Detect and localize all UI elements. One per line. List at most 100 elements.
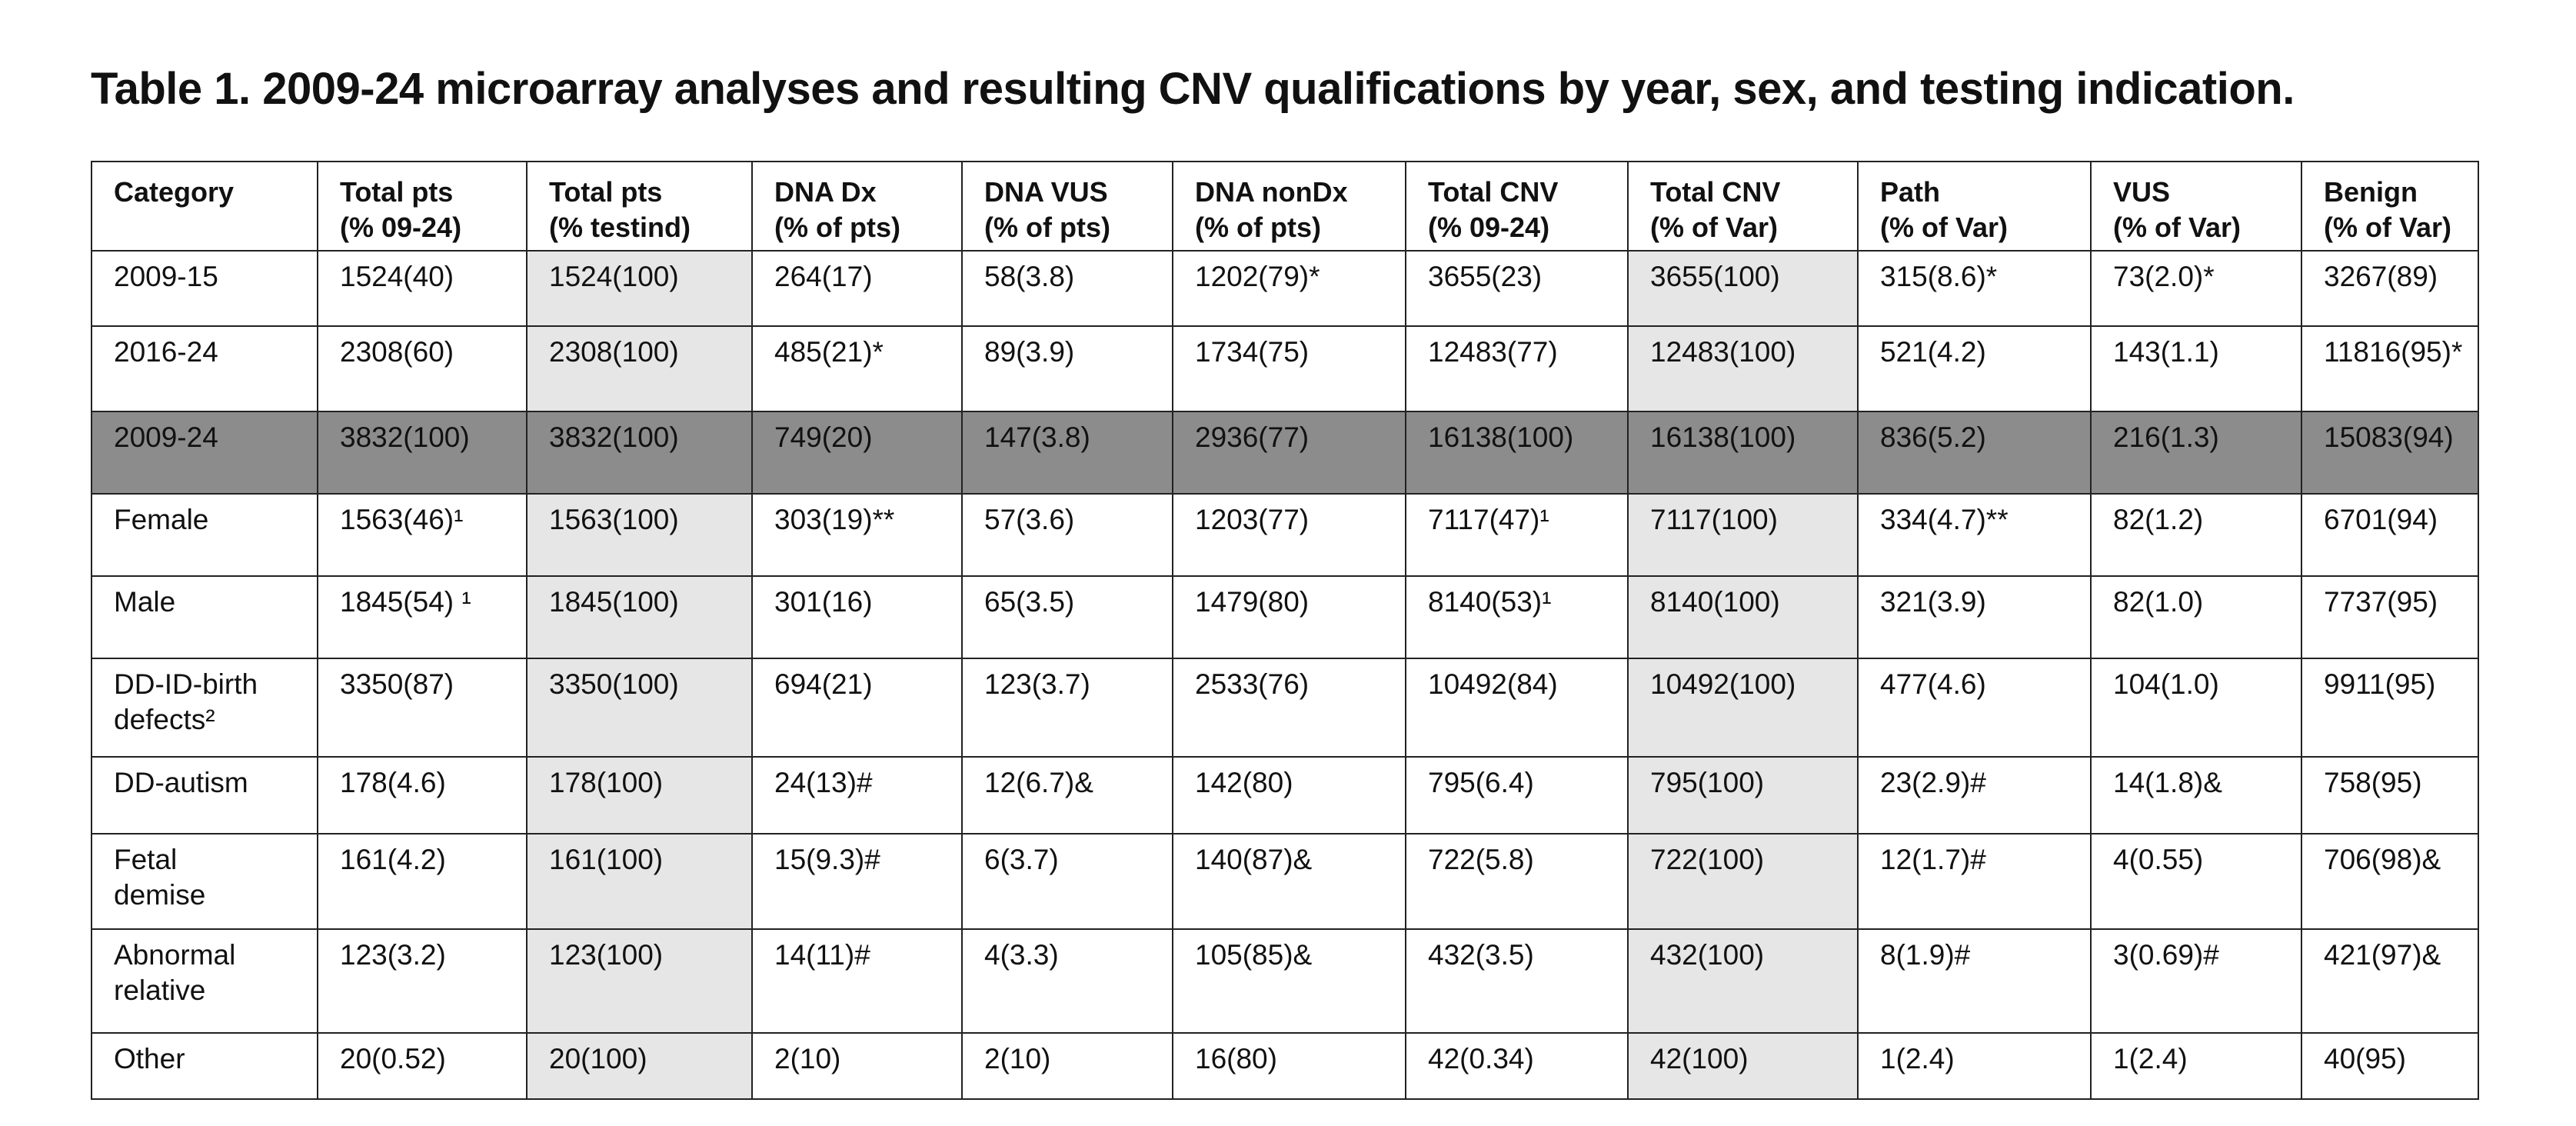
table-cell: Fetal demise [91, 833, 318, 930]
header-cell: DNA VUS (% of pts) [961, 161, 1173, 252]
table-cell: Female [91, 493, 318, 577]
table-cell: 105(85)& [1172, 928, 1406, 1034]
table-cell: 23(2.9)# [1857, 756, 2092, 835]
table-cell: 2(10) [751, 1032, 963, 1100]
table-cell: 7117(100) [1627, 493, 1859, 577]
table-cell: 3655(100) [1627, 250, 1859, 327]
table-cell: 6701(94) [2301, 493, 2479, 577]
table-cell: 14(1.8)& [2090, 756, 2302, 835]
table-cell: 2308(100) [526, 325, 753, 412]
table-cell: 3350(87) [317, 658, 528, 758]
table-cell: 303(19)** [751, 493, 963, 577]
table-cell: 143(1.1) [2090, 325, 2302, 412]
table-cell: 485(21)* [751, 325, 963, 412]
table-cell: 2016-24 [91, 325, 318, 412]
table-cell: 8(1.9)# [1857, 928, 2092, 1034]
table-cell: 301(16) [751, 575, 963, 659]
header-cell: Benign (% of Var) [2301, 161, 2479, 252]
table-cell: 795(6.4) [1405, 756, 1629, 835]
table-cell: 795(100) [1627, 756, 1859, 835]
table-cell: DD-ID-birth defects² [91, 658, 318, 758]
table-cell: 10492(100) [1627, 658, 1859, 758]
table-cell: 42(100) [1627, 1032, 1859, 1100]
header-row: Category Total pts (% 09-24) Total pts (% te… [91, 161, 2479, 252]
table-cell: 20(100) [526, 1032, 753, 1100]
table-row: Fetal demise 161(4.2) 161(100) 15(9.3)# 6(3.7… [91, 833, 2479, 930]
table-cell: 2009-15 [91, 250, 318, 327]
table-cell: Other [91, 1032, 318, 1100]
table-cell: 2533(76) [1172, 658, 1406, 758]
table-cell: 40(95) [2301, 1032, 2479, 1100]
table-cell: 15083(94) [2301, 411, 2479, 495]
table-cell: 722(5.8) [1405, 833, 1629, 930]
table-cell: 1734(75) [1172, 325, 1406, 412]
table-cell: 24(13)# [751, 756, 963, 835]
table-cell: 1(2.4) [2090, 1032, 2302, 1100]
table-cell: 123(100) [526, 928, 753, 1034]
table-cell: 123(3.7) [961, 658, 1173, 758]
table-cell: 1(2.4) [1857, 1032, 2092, 1100]
table-cell: 2936(77) [1172, 411, 1406, 495]
table-cell: 20(0.52) [317, 1032, 528, 1100]
table-cell: 758(95) [2301, 756, 2479, 835]
table-cell: 2308(60) [317, 325, 528, 412]
header-cell: Total pts (% 09-24) [317, 161, 528, 252]
table-cell: 161(4.2) [317, 833, 528, 930]
header-cell: DNA nonDx (% of pts) [1172, 161, 1406, 252]
table-cell: 315(8.6)* [1857, 250, 2092, 327]
table-row: Female 1563(46)¹ 1563(100) 303(19)** 57(3.6)… [91, 493, 2479, 577]
table-cell: 3(0.69)# [2090, 928, 2302, 1034]
table-cell: 706(98)& [2301, 833, 2479, 930]
table-cell: 82(1.2) [2090, 493, 2302, 577]
table-cell: 161(100) [526, 833, 753, 930]
table-row: 2009-15 1524(40) 1524(100) 264(17) 58(3.8) 12… [91, 250, 2479, 327]
table-cell: Abnormal relative [91, 928, 318, 1034]
table-cell: 57(3.6) [961, 493, 1173, 577]
table-cell: 7117(47)¹ [1405, 493, 1629, 577]
table-cell: 4(3.3) [961, 928, 1173, 1034]
table-cell: 1845(54) ¹ [317, 575, 528, 659]
table-cell: 1563(46)¹ [317, 493, 528, 577]
table-cell: 16(80) [1172, 1032, 1406, 1100]
table-cell: 82(1.0) [2090, 575, 2302, 659]
table-row: Abnormal relative 123(3.2) 123(100) 14(11)# 4… [91, 928, 2479, 1034]
table-cell: 421(97)& [2301, 928, 2479, 1034]
table-cell: 12483(100) [1627, 325, 1859, 412]
table-cell: 178(4.6) [317, 756, 528, 835]
table-cell: 722(100) [1627, 833, 1859, 930]
table-cell: 1563(100) [526, 493, 753, 577]
table-cell: 14(11)# [751, 928, 963, 1034]
table-cell: 123(3.2) [317, 928, 528, 1034]
table-cell: Male [91, 575, 318, 659]
table-cell: DD-autism [91, 756, 318, 835]
table-cell: 749(20) [751, 411, 963, 495]
header-cell: Total pts (% testind) [526, 161, 753, 252]
table-cell: 42(0.34) [1405, 1032, 1629, 1100]
header-cell: Total CNV (% of Var) [1627, 161, 1859, 252]
table-cell: 9911(95) [2301, 658, 2479, 758]
table-cell: 2009-24 [91, 411, 318, 495]
table-cell: 8140(53)¹ [1405, 575, 1629, 659]
table-cell: 334(4.7)** [1857, 493, 2092, 577]
table-cell: 16138(100) [1405, 411, 1629, 495]
table-cell: 1479(80) [1172, 575, 1406, 659]
table-row: DD-autism 178(4.6) 178(100) 24(13)# 12(6.7)&… [91, 756, 2479, 835]
table-cell: 10492(84) [1405, 658, 1629, 758]
table-cell: 1524(100) [526, 250, 753, 327]
table-cell: 147(3.8) [961, 411, 1173, 495]
table-cell: 216(1.3) [2090, 411, 2302, 495]
table-cell: 521(4.2) [1857, 325, 2092, 412]
table-cell: 477(4.6) [1857, 658, 2092, 758]
table-cell: 4(0.55) [2090, 833, 2302, 930]
table-cell: 3832(100) [526, 411, 753, 495]
table-cell: 6(3.7) [961, 833, 1173, 930]
table-cell: 12483(77) [1405, 325, 1629, 412]
table-cell: 432(100) [1627, 928, 1859, 1034]
header-cell: Total CNV (% 09-24) [1405, 161, 1629, 252]
table-cell: 3655(23) [1405, 250, 1629, 327]
table-cell: 178(100) [526, 756, 753, 835]
table-cell: 3267(89) [2301, 250, 2479, 327]
table-cell: 15(9.3)# [751, 833, 963, 930]
table-cell: 1202(79)* [1172, 250, 1406, 327]
